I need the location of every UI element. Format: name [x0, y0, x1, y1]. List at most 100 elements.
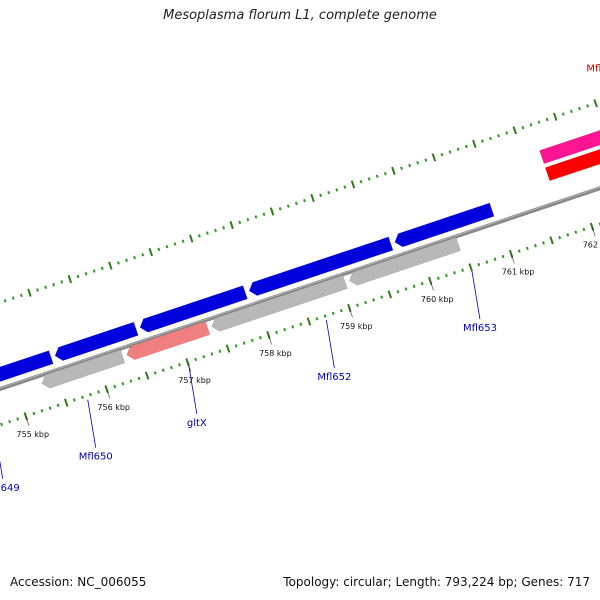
reverse-ring-tick — [113, 384, 117, 389]
forward-ring-tick — [456, 147, 460, 151]
reverse-ring-tick — [558, 235, 562, 240]
forward-ring-tick — [303, 198, 306, 203]
gene-label-Mfl650[interactable]: Mfl650 — [79, 452, 113, 463]
reverse-ring-tick — [412, 284, 416, 289]
reverse-ring-tick — [0, 422, 3, 427]
reverse-ring-tick — [574, 230, 578, 234]
map-title: Mesoplasma florum L1, complete genome — [163, 8, 437, 23]
reverse-ring-tick — [16, 417, 20, 421]
forward-ring-tick — [343, 185, 347, 189]
forward-ring-tick — [553, 112, 558, 121]
forward-ring-tick — [11, 296, 15, 300]
forward-ring-tick — [408, 163, 412, 168]
tick-layer: 755 kbp 756 kbp 757 kbp 758 kbp 759 kbp 760 k… — [16, 226, 600, 439]
gene-label-Mfl654[interactable]: Mfl654 — [586, 63, 600, 74]
leader-line — [325, 319, 335, 368]
scale-tick — [349, 307, 353, 318]
forward-ring-tick — [278, 207, 282, 211]
forward-ring-tick — [400, 166, 403, 170]
scale-tick-label: 761 kbp — [502, 268, 535, 277]
gene-arrow-rev-e[interactable] — [248, 236, 394, 296]
forward-ring-tick — [238, 220, 242, 225]
scale-tick-label: 759 kbp — [340, 322, 373, 331]
gene-arrow-Mfl654[interactable] — [539, 113, 600, 165]
forward-ring-tick — [67, 275, 73, 284]
reverse-ring-tick — [194, 357, 198, 362]
reverse-ring-tick — [364, 300, 367, 305]
forward-ring-tick — [19, 293, 23, 298]
gene-label-gltX[interactable]: gltX — [187, 418, 207, 429]
forward-ring-tick — [448, 150, 452, 154]
reverse-ring-tick — [144, 371, 150, 380]
reverse-ring-tick — [48, 406, 52, 410]
reverse-ring-tick — [493, 257, 497, 261]
scale-tick-label: 756 kbp — [97, 403, 130, 412]
forward-ring-tick — [214, 228, 217, 233]
forward-ring-tick — [141, 253, 145, 257]
forward-ring-tick — [60, 280, 64, 284]
reverse-ring-tick — [89, 392, 92, 397]
forward-ring-tick — [173, 242, 177, 246]
reverse-ring-tick — [387, 290, 393, 299]
gene-arrow-rev-d[interactable] — [139, 285, 248, 333]
scale-tick — [510, 253, 515, 264]
reverse-ring-tick — [291, 325, 295, 329]
gene-arrow-Mfl652[interactable] — [211, 274, 348, 332]
gene-label-Mfl652[interactable]: Mfl652 — [317, 372, 351, 383]
reverse-ring-tick — [306, 317, 312, 326]
forward-ring-tick — [76, 274, 80, 279]
reverse-ring-tick — [283, 327, 287, 332]
backbone-line — [0, 186, 600, 392]
reverse-ring-tick — [404, 287, 408, 291]
forward-ring-tick — [310, 193, 315, 203]
forward-ring-tick — [545, 117, 549, 122]
reverse-ring-tick — [461, 268, 465, 272]
gene-arrow-rev-f[interactable] — [394, 202, 495, 248]
reverse-dotted-ring — [0, 222, 600, 427]
forward-ring-tick — [367, 177, 371, 181]
gene-arrow-Mfl654b[interactable] — [544, 129, 600, 182]
gene-label-Mfl649[interactable]: Mfl649 — [0, 483, 20, 494]
forward-ring-tick — [416, 161, 420, 165]
forward-ring-tick — [148, 247, 153, 257]
gene-arrow-rev-c[interactable] — [54, 321, 139, 361]
gene-arrow-Mfl650[interactable] — [41, 349, 126, 389]
forward-ring-tick — [44, 285, 48, 290]
forward-ring-tick — [246, 217, 250, 222]
gene-arrow-rev-b[interactable] — [0, 350, 54, 385]
forward-ring-tick — [561, 112, 565, 116]
gene-arrow-gltX[interactable] — [126, 320, 211, 361]
forward-ring-tick — [472, 139, 477, 148]
label-layer: Mfl649Mfl650gltXMfl652Mfl653Mfl655Mfl654… — [0, 63, 600, 494]
forward-ring-tick — [383, 171, 387, 176]
forward-ring-tick — [100, 266, 104, 271]
forward-ring-tick — [222, 226, 225, 230]
backbone — [0, 186, 600, 392]
reverse-ring-tick — [525, 246, 529, 251]
forward-ring-tick — [375, 174, 379, 179]
reverse-ring-tick — [517, 249, 521, 253]
scale-tick — [591, 226, 596, 237]
reverse-ring-tick — [137, 376, 141, 381]
forward-ring-tick — [529, 123, 533, 127]
forward-ring-tick — [497, 133, 501, 138]
gene-label-Mfl653[interactable]: Mfl653 — [463, 323, 497, 334]
reverse-ring-tick — [258, 336, 262, 340]
forward-ring-tick — [350, 180, 356, 189]
forward-ring-tick — [480, 139, 484, 143]
gene-arrow-Mfl653[interactable] — [348, 237, 461, 286]
leader-line — [87, 399, 97, 448]
leader-line — [0, 460, 4, 479]
scale-tick-label: 758 kbp — [259, 349, 292, 358]
forward-ring-tick — [578, 106, 581, 111]
forward-ring-tick — [108, 261, 113, 270]
reverse-ring-tick — [356, 303, 359, 308]
reverse-ring-tick — [8, 419, 12, 424]
forward-ring-tick — [157, 247, 161, 252]
reverse-ring-tick — [372, 298, 376, 302]
forward-ring-tick — [188, 234, 194, 243]
reverse-ring-tick — [202, 354, 206, 359]
accession-text: Accession: NC_006055 — [10, 575, 147, 589]
reverse-ring-tick — [153, 371, 157, 375]
reverse-ring-tick — [210, 352, 214, 356]
